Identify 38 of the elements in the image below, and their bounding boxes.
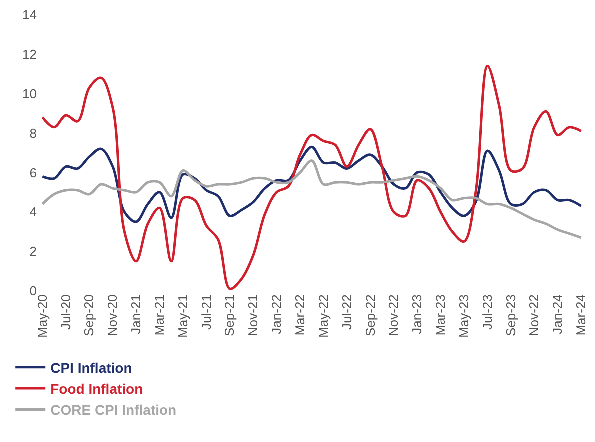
x-tick-label: Sep-23 — [503, 294, 518, 337]
x-tick-label: Nov-22 — [386, 294, 402, 337]
line-series — [41, 160, 583, 240]
x-tick-label: Mar-24 — [574, 294, 589, 336]
line-series — [41, 146, 583, 224]
x-tick-label: Mar-23 — [433, 294, 448, 336]
legend-label: CPI Inflation — [50, 360, 132, 376]
x-tick-label: Nov-20 — [105, 294, 120, 337]
x-tick-label: May-21 — [175, 294, 190, 338]
x-tick-label: Nov-22 — [526, 294, 542, 337]
x-tick-label: May-23 — [456, 294, 472, 338]
x-tick-label: Jul-21 — [198, 294, 214, 330]
x-tick-label: Jan-22 — [269, 294, 284, 334]
x-tick-label: Sep-21 — [222, 294, 238, 337]
x-tick-label: May-22 — [316, 294, 331, 338]
x-tick-label: Nov-21 — [246, 294, 261, 337]
x-tick-label: Mar-22 — [292, 294, 308, 336]
x-tick-label: Sep-22 — [362, 294, 378, 337]
x-tick-label: May-20 — [34, 294, 50, 338]
y-tick-label: 2 — [30, 244, 37, 260]
x-tick-label: Mar-21 — [152, 294, 168, 336]
x-tick-label: Jan-21 — [128, 294, 144, 334]
x-tick-label: Jan-24 — [550, 294, 566, 334]
y-tick-label: 0 — [30, 284, 37, 299]
x-tick-label: Sep-20 — [82, 294, 97, 337]
x-tick-label: Jan-23 — [410, 294, 425, 334]
y-tick-label: 6 — [30, 165, 37, 180]
y-tick-label: 10 — [22, 86, 37, 102]
y-tick-label: 8 — [30, 126, 37, 141]
y-tick-label: 12 — [22, 46, 37, 62]
line-series — [41, 65, 583, 290]
x-tick-label: Jul-23 — [480, 294, 495, 330]
x-tick-label: Jul-22 — [339, 294, 354, 330]
x-tick-label: Jul-20 — [58, 294, 74, 330]
y-tick-label: 4 — [30, 204, 37, 220]
legend-label: Food Inflation — [50, 380, 144, 397]
y-tick-label: 14 — [22, 8, 37, 23]
legend-label: CORE CPI Inflation — [50, 402, 177, 418]
